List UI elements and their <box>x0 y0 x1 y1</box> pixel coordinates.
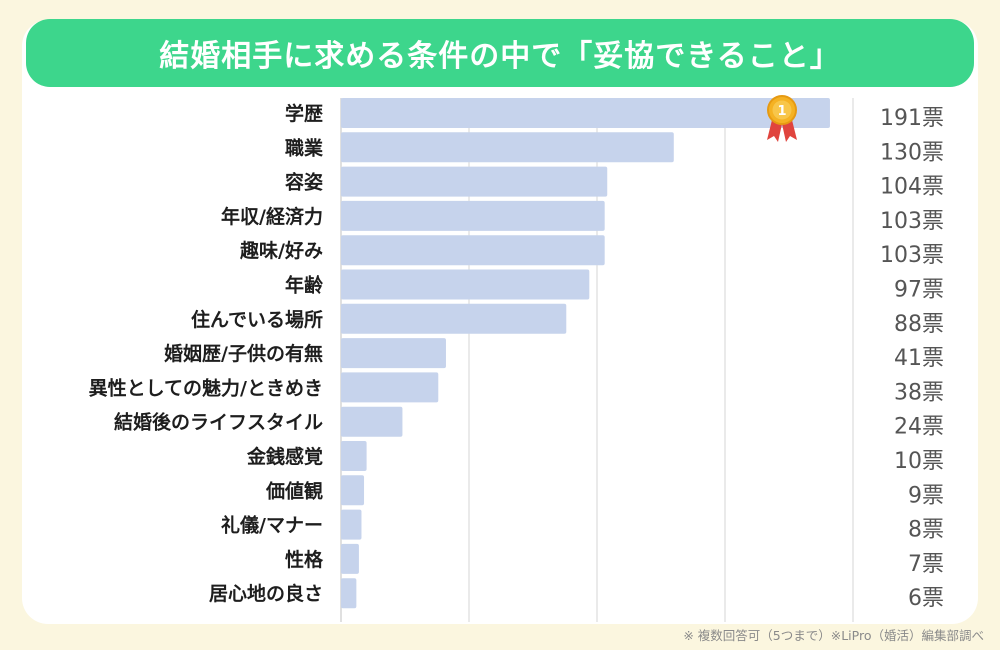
category-label: 年収/経済力 <box>221 205 323 228</box>
value-label: 24票 <box>894 415 944 440</box>
bars <box>341 98 830 609</box>
value-label: 104票 <box>880 175 944 200</box>
value-label: 9票 <box>908 483 944 508</box>
bar <box>341 372 439 403</box>
bar <box>341 509 362 540</box>
category-label: 学歴 <box>285 102 323 125</box>
category-label: 礼儀/マナー <box>221 514 323 537</box>
value-label: 6票 <box>908 586 944 611</box>
value-label: 38票 <box>894 380 944 405</box>
category-label: 趣味/好み <box>239 239 323 262</box>
category-label: 異性としての魅力/ときめき <box>89 376 323 399</box>
bar <box>341 338 446 369</box>
bar <box>341 303 567 334</box>
bar <box>341 578 357 609</box>
bar <box>341 406 403 437</box>
value-label: 103票 <box>880 243 944 268</box>
bar <box>341 166 608 197</box>
value-label: 8票 <box>908 518 944 543</box>
medal-rank: 1 <box>777 104 786 119</box>
category-labels: 学歴職業容姿年収/経済力趣味/好み年齢住んでいる場所婚姻歴/子供の有無異性として… <box>89 102 324 605</box>
value-label: 130票 <box>880 140 944 165</box>
bar <box>341 441 367 471</box>
bar <box>341 132 674 163</box>
bar <box>341 235 605 266</box>
bar <box>341 543 359 574</box>
bar <box>341 475 365 506</box>
category-label: 年齢 <box>285 274 324 297</box>
value-labels: 191票 130票 104票 103票 103票 97票 88票 41票 38票 24票 10票 9票… <box>880 106 944 611</box>
bar <box>341 269 590 300</box>
value-label: 103票 <box>880 209 944 234</box>
value-label: 88票 <box>894 312 944 337</box>
category-label: 職業 <box>285 136 324 159</box>
category-label: 結婚後のライフスタイル <box>114 411 323 434</box>
category-label: 居心地の良さ <box>209 582 323 605</box>
bar <box>341 200 605 231</box>
value-label: 10票 <box>894 449 944 474</box>
category-label: 住んでいる場所 <box>191 308 323 331</box>
category-label: 容姿 <box>285 171 323 194</box>
category-label: 婚姻歴/子供の有無 <box>164 342 323 365</box>
category-label: 性格 <box>285 548 324 571</box>
bar <box>341 98 830 128</box>
category-label: 金銭感覚 <box>246 445 323 468</box>
category-label: 価値観 <box>265 479 323 502</box>
first-place-medal-icon: 1 <box>767 95 797 142</box>
title-banner: 結婚相手に求める条件の中で「妥協できること」 <box>26 19 974 87</box>
value-label: 191票 <box>880 106 944 131</box>
value-label: 7票 <box>908 552 944 577</box>
chart-title: 結婚相手に求める条件の中で「妥協できること」 <box>159 39 841 74</box>
footnote: ※ 複数回答可（5つまで）※LiPro（婚活）編集部調べ <box>683 628 984 643</box>
value-label: 41票 <box>894 346 944 371</box>
value-label: 97票 <box>894 278 944 303</box>
